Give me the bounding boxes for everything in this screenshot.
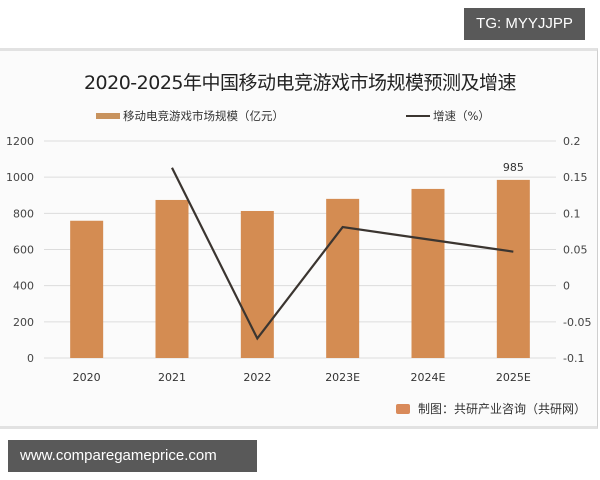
line-swatch-icon <box>406 115 430 117</box>
bar-data-label: 985 <box>503 161 524 174</box>
y-left-tick-label: 1000 <box>6 171 34 184</box>
url-watermark-badge: www.comparegameprice.com <box>8 440 257 472</box>
y-left-tick-label: 1200 <box>6 135 34 148</box>
x-tick-label: 2024E <box>411 371 446 384</box>
x-tick-label: 2021 <box>158 371 186 384</box>
y-right-tick-label: 0.1 <box>563 207 581 220</box>
bar-2024E <box>411 188 445 358</box>
y-right-tick-label: 0.15 <box>563 171 588 184</box>
bar-2020 <box>70 220 104 358</box>
x-tick-label: 2025E <box>496 371 531 384</box>
legend-line-label: 增速（%） <box>433 109 490 123</box>
source-text: 制图：共研产业咨询（共研网） <box>418 402 587 416</box>
x-tick-label: 2020 <box>73 371 101 384</box>
bar-2025E <box>496 179 530 358</box>
tg-watermark-badge: TG: MYYJJPP <box>464 8 585 40</box>
y-left-tick-label: 400 <box>13 280 34 293</box>
bar-2023E <box>326 198 360 358</box>
legend-bar-label: 移动电竞游戏市场规模（亿元） <box>123 109 284 123</box>
y-left-tick-label: 200 <box>13 316 34 329</box>
legend-item-bar: 移动电竞游戏市场规模（亿元） <box>96 108 284 124</box>
y-left-tick-label: 0 <box>27 352 34 365</box>
bar-2021 <box>155 199 189 358</box>
y-right-tick-label: -0.1 <box>563 352 584 365</box>
y-right-tick-label: -0.05 <box>563 316 591 329</box>
bar-2022 <box>240 210 274 358</box>
x-tick-label: 2023E <box>325 371 360 384</box>
y-right-tick-label: 0.05 <box>563 244 588 257</box>
y-left-tick-label: 600 <box>13 244 34 257</box>
x-tick-label: 2022 <box>243 371 271 384</box>
y-right-tick-label: 0 <box>563 280 570 293</box>
bar-swatch-icon <box>96 113 120 119</box>
chart-title: 2020-2025年中国移动电竞游戏市场规模预测及增速 <box>83 72 517 94</box>
growth-line <box>171 167 514 341</box>
source-logo-icon <box>396 403 410 414</box>
legend-item-line: 增速（%） <box>406 108 490 124</box>
source-credit: 制图：共研产业咨询（共研网） <box>396 400 586 417</box>
y-left-tick-label: 800 <box>13 207 34 220</box>
y-right-tick-label: 0.2 <box>563 135 581 148</box>
